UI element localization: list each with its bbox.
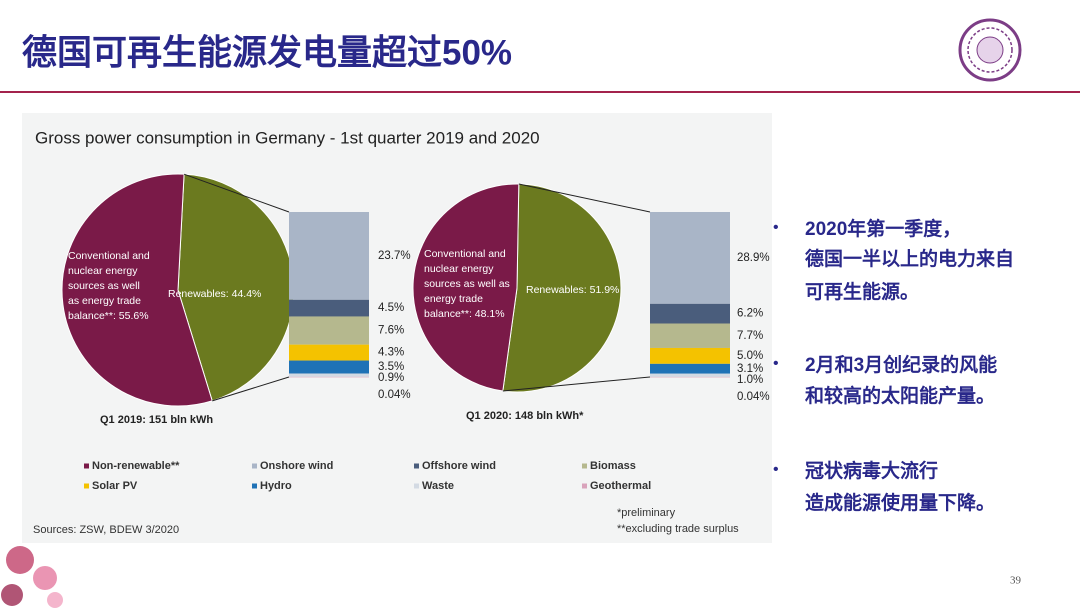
bar-segment bbox=[650, 347, 730, 364]
legend-label: Biomass bbox=[590, 460, 636, 472]
sources: Sources: ZSW, BDEW 3/2020 bbox=[33, 524, 179, 536]
legend-label: Waste bbox=[422, 480, 454, 492]
bar-segment bbox=[650, 376, 730, 378]
legend-swatch bbox=[414, 463, 419, 469]
chart-title: Gross power consumption in Germany - 1st… bbox=[35, 128, 540, 147]
pie-slice bbox=[412, 183, 520, 392]
bullet-text: 德国一半以上的电力来自 bbox=[805, 247, 1014, 270]
bar-segment bbox=[289, 373, 369, 377]
bullet-text: 造成能源使用量下降。 bbox=[805, 491, 995, 514]
page-number: 39 bbox=[1010, 575, 1022, 587]
legend-label: Geothermal bbox=[590, 480, 651, 492]
bullet-dot: • bbox=[773, 355, 779, 372]
legend-swatch bbox=[84, 463, 89, 469]
bar-value-label: 3.1% bbox=[737, 363, 763, 375]
connector bbox=[502, 376, 651, 392]
pie-slice bbox=[502, 183, 622, 393]
legend-label: Onshore wind bbox=[260, 460, 333, 472]
legend-swatch bbox=[582, 483, 587, 489]
pie-label: nuclear energy bbox=[424, 263, 494, 275]
slide-title: 德国可再生能源发电量超过50% bbox=[22, 33, 512, 72]
bullet-text: 2月和3月创纪录的风能 bbox=[805, 353, 997, 376]
pie-label: sources as well bbox=[68, 280, 140, 292]
pie-label: nuclear energy bbox=[68, 265, 138, 277]
pie-label: as energy trade bbox=[68, 295, 141, 307]
bullet-dot: • bbox=[773, 219, 779, 236]
bar-segment bbox=[289, 376, 369, 378]
legend-swatch bbox=[414, 483, 419, 489]
pie-slice bbox=[61, 173, 213, 407]
bar-value-label: 6.2% bbox=[737, 308, 763, 320]
connector bbox=[212, 376, 290, 402]
bar-segment bbox=[289, 212, 369, 300]
pie-label: balance**: 55.6% bbox=[68, 310, 149, 322]
bar-segment bbox=[650, 303, 730, 324]
bar-segment bbox=[289, 316, 369, 345]
legend-label: Offshore wind bbox=[422, 460, 496, 472]
bar-segment bbox=[289, 299, 369, 317]
bar-segment bbox=[650, 363, 730, 374]
legend-swatch bbox=[582, 463, 587, 469]
pie-caption: Q1 2019: 151 bln kWh bbox=[100, 414, 213, 426]
note: *preliminary bbox=[617, 507, 676, 519]
note: **excluding trade surplus bbox=[617, 523, 739, 535]
pie-label: sources as well as bbox=[424, 278, 510, 290]
bar-value-label: 7.7% bbox=[737, 330, 763, 342]
bar-value-label: 4.3% bbox=[378, 347, 404, 359]
bar-value-label: 0.04% bbox=[737, 391, 770, 403]
flower-decoration bbox=[1, 546, 63, 608]
bar-segment bbox=[650, 373, 730, 377]
legend-swatch bbox=[252, 483, 257, 489]
pie-label: Conventional and bbox=[68, 250, 150, 262]
legend-swatch bbox=[84, 483, 89, 489]
bar-value-label: 1.0% bbox=[737, 374, 763, 386]
pie-label: balance**: 48.1% bbox=[424, 308, 505, 320]
bar-value-label: 7.6% bbox=[378, 325, 404, 337]
bar-value-label: 28.9% bbox=[737, 252, 770, 264]
logo bbox=[958, 18, 1022, 82]
connector bbox=[518, 183, 651, 213]
legend-swatch bbox=[252, 463, 257, 469]
bar-value-label: 0.9% bbox=[378, 372, 404, 384]
pie-caption: Q1 2020: 148 bln kWh* bbox=[466, 410, 584, 422]
connector bbox=[183, 173, 290, 213]
bar-segment bbox=[650, 212, 730, 304]
bar-value-label: 4.5% bbox=[378, 302, 404, 314]
legend-label: Non-renewable** bbox=[92, 460, 180, 472]
pie-label: Renewables: 51.9% bbox=[526, 284, 619, 296]
pie-label: Renewables: 44.4% bbox=[168, 288, 261, 300]
bar-value-label: 23.7% bbox=[378, 250, 411, 262]
bullet-text: 和较高的太阳能产量。 bbox=[805, 384, 995, 407]
legend-label: Solar PV bbox=[92, 480, 138, 492]
bar-value-label: 5.0% bbox=[737, 350, 763, 362]
bar-segment bbox=[289, 360, 369, 374]
bullet-dot: • bbox=[773, 461, 779, 478]
bar-segment bbox=[289, 344, 369, 361]
bar-value-label: 3.5% bbox=[378, 361, 404, 373]
bar-value-label: 0.04% bbox=[378, 389, 411, 401]
bullet-text: 冠状病毒大流行 bbox=[805, 459, 938, 482]
bullet-text: 2020年第一季度， bbox=[805, 217, 961, 240]
pie-label: energy trade bbox=[424, 293, 483, 305]
bar-segment bbox=[650, 323, 730, 348]
legend-label: Hydro bbox=[260, 480, 292, 492]
pie-label: Conventional and bbox=[424, 248, 506, 260]
bullet-text: 可再生能源。 bbox=[805, 280, 919, 303]
